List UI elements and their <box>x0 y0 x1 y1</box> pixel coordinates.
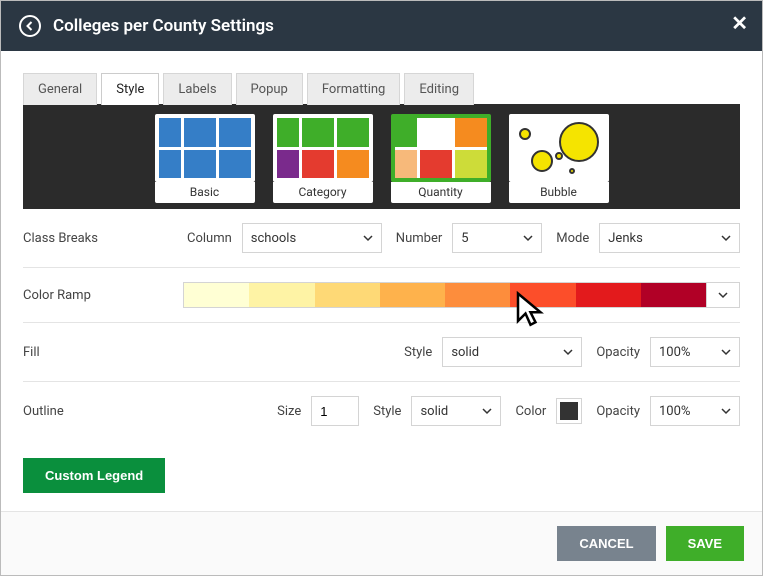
close-icon[interactable]: ✕ <box>731 13 748 33</box>
section-outline: Outline Size Style solid Color Opacity 1… <box>23 382 740 440</box>
cancel-button[interactable]: CANCEL <box>557 526 655 561</box>
ramp-color <box>380 283 445 307</box>
swatch-tile <box>159 118 181 147</box>
color-ramp-preview[interactable] <box>183 282 706 308</box>
tab-popup[interactable]: Popup <box>236 73 303 105</box>
outline-color-label: Color <box>515 404 546 419</box>
ramp-color <box>315 283 380 307</box>
mode-label: Mode <box>556 231 589 246</box>
chevron-down-icon <box>721 347 731 357</box>
modal-footer: CANCEL SAVE <box>1 511 762 575</box>
section-label: Color Ramp <box>23 288 173 303</box>
tab-labels[interactable]: Labels <box>163 73 231 105</box>
style-card-quantity[interactable]: Quantity <box>391 114 491 203</box>
settings-modal: Colleges per County Settings ✕ General S… <box>0 0 763 576</box>
back-icon[interactable] <box>19 15 41 37</box>
style-card-basic[interactable]: Basic <box>155 114 255 203</box>
chevron-down-icon <box>523 233 533 243</box>
outline-color-picker[interactable] <box>556 398 582 424</box>
modal-body: General Style Labels Popup Formatting Ed… <box>1 51 762 511</box>
section-fill: Fill Style solid Opacity 100% <box>23 323 740 382</box>
section-label: Outline <box>23 404 173 419</box>
fill-style-label: Style <box>404 345 432 360</box>
outline-opacity-select[interactable]: 100% <box>650 396 740 426</box>
ramp-color <box>641 283 706 307</box>
outline-opacity-label: Opacity <box>596 404 640 419</box>
tab-general[interactable]: General <box>23 73 97 105</box>
section-color-ramp: Color Ramp <box>23 268 740 323</box>
section-class-breaks: Class Breaks Column schools Number 5 Mod… <box>23 209 740 268</box>
modal-title: Colleges per County Settings <box>53 16 274 36</box>
color-ramp-select[interactable] <box>706 282 740 308</box>
mode-select[interactable]: Jenks <box>599 223 740 253</box>
style-card-label: Basic <box>155 182 255 203</box>
modal-header: Colleges per County Settings ✕ <box>1 1 762 51</box>
ramp-color <box>576 283 641 307</box>
style-card-category[interactable]: Category <box>273 114 373 203</box>
column-select[interactable]: schools <box>242 223 382 253</box>
ramp-color <box>445 283 510 307</box>
outline-size-label: Size <box>277 404 301 419</box>
ramp-color <box>184 283 249 307</box>
chevron-down-icon <box>563 347 573 357</box>
style-type-strip: Basic Category <box>23 104 740 209</box>
tab-style[interactable]: Style <box>101 73 159 105</box>
chevron-down-icon <box>721 233 731 243</box>
style-card-label: Category <box>273 182 373 203</box>
custom-legend-button[interactable]: Custom Legend <box>23 458 165 493</box>
outline-size-input[interactable] <box>311 396 359 426</box>
chevron-down-icon <box>721 406 731 416</box>
save-button[interactable]: SAVE <box>666 526 744 561</box>
number-label: Number <box>396 231 442 246</box>
chevron-down-icon <box>482 406 492 416</box>
ramp-color <box>249 283 314 307</box>
column-label: Column <box>187 231 232 246</box>
outline-style-select[interactable]: solid <box>411 396 501 426</box>
style-card-label: Quantity <box>391 182 491 203</box>
ramp-color <box>510 283 575 307</box>
style-card-bubble[interactable]: Bubble <box>509 114 609 203</box>
fill-opacity-label: Opacity <box>596 345 640 360</box>
chevron-down-icon <box>363 233 373 243</box>
tab-formatting[interactable]: Formatting <box>307 73 401 105</box>
section-label: Class Breaks <box>23 231 173 246</box>
style-card-label: Bubble <box>509 182 609 203</box>
tabs: General Style Labels Popup Formatting Ed… <box>23 73 740 105</box>
section-label: Fill <box>23 345 173 360</box>
fill-opacity-select[interactable]: 100% <box>650 337 740 367</box>
tab-editing[interactable]: Editing <box>404 73 474 105</box>
number-select[interactable]: 5 <box>452 223 542 253</box>
fill-style-select[interactable]: solid <box>442 337 582 367</box>
outline-style-label: Style <box>373 404 401 419</box>
